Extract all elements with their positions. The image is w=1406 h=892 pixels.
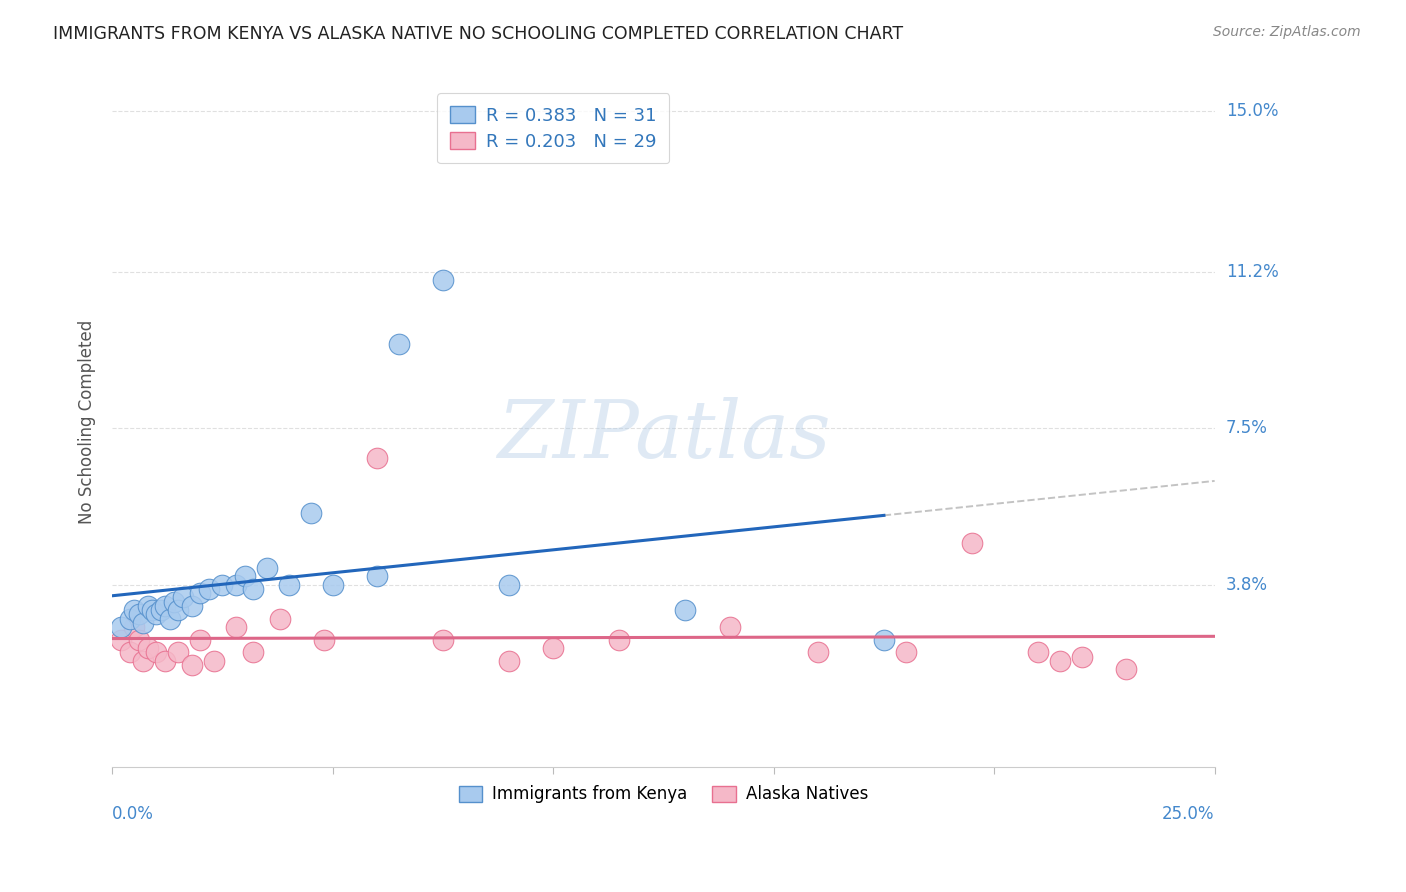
Text: ZIPatlas: ZIPatlas — [496, 397, 830, 475]
Point — [180, 658, 202, 673]
Point — [180, 599, 202, 613]
Point — [718, 620, 741, 634]
Point — [153, 654, 176, 668]
Point — [242, 645, 264, 659]
Text: 25.0%: 25.0% — [1163, 805, 1215, 823]
Point — [145, 607, 167, 622]
Point — [541, 641, 564, 656]
Text: 3.8%: 3.8% — [1226, 576, 1268, 594]
Point — [153, 599, 176, 613]
Point — [432, 632, 454, 647]
Point — [198, 582, 221, 596]
Point — [873, 632, 896, 647]
Point — [128, 632, 150, 647]
Point — [498, 578, 520, 592]
Point — [894, 645, 917, 659]
Point — [118, 645, 141, 659]
Point — [312, 632, 335, 647]
Point — [498, 654, 520, 668]
Legend: Immigrants from Kenya, Alaska Natives: Immigrants from Kenya, Alaska Natives — [453, 779, 875, 810]
Point — [242, 582, 264, 596]
Point — [366, 450, 388, 465]
Point — [211, 578, 233, 592]
Point — [118, 612, 141, 626]
Point — [136, 641, 159, 656]
Point — [233, 569, 256, 583]
Point — [277, 578, 299, 592]
Point — [190, 586, 212, 600]
Y-axis label: No Schooling Completed: No Schooling Completed — [79, 320, 96, 524]
Point — [110, 632, 132, 647]
Text: Source: ZipAtlas.com: Source: ZipAtlas.com — [1213, 25, 1361, 39]
Point — [960, 535, 983, 549]
Point — [124, 603, 146, 617]
Point — [149, 603, 172, 617]
Point — [159, 612, 181, 626]
Point — [132, 615, 155, 630]
Point — [225, 578, 247, 592]
Point — [675, 603, 697, 617]
Point — [807, 645, 830, 659]
Point — [190, 632, 212, 647]
Point — [172, 591, 194, 605]
Point — [1026, 645, 1049, 659]
Point — [145, 645, 167, 659]
Point — [167, 603, 190, 617]
Point — [388, 336, 411, 351]
Text: 7.5%: 7.5% — [1226, 419, 1268, 437]
Point — [110, 620, 132, 634]
Point — [202, 654, 225, 668]
Point — [124, 620, 146, 634]
Point — [141, 603, 163, 617]
Point — [256, 561, 278, 575]
Point — [609, 632, 631, 647]
Point — [269, 612, 291, 626]
Text: 11.2%: 11.2% — [1226, 263, 1278, 281]
Text: 0.0%: 0.0% — [112, 805, 155, 823]
Text: 15.0%: 15.0% — [1226, 103, 1278, 120]
Point — [163, 595, 186, 609]
Point — [132, 654, 155, 668]
Point — [1115, 662, 1137, 676]
Point — [322, 578, 344, 592]
Text: IMMIGRANTS FROM KENYA VS ALASKA NATIVE NO SCHOOLING COMPLETED CORRELATION CHART: IMMIGRANTS FROM KENYA VS ALASKA NATIVE N… — [53, 25, 904, 43]
Point — [366, 569, 388, 583]
Point — [136, 599, 159, 613]
Point — [1071, 649, 1094, 664]
Point — [167, 645, 190, 659]
Point — [225, 620, 247, 634]
Point — [1049, 654, 1071, 668]
Point — [128, 607, 150, 622]
Point — [432, 273, 454, 287]
Point — [299, 506, 322, 520]
